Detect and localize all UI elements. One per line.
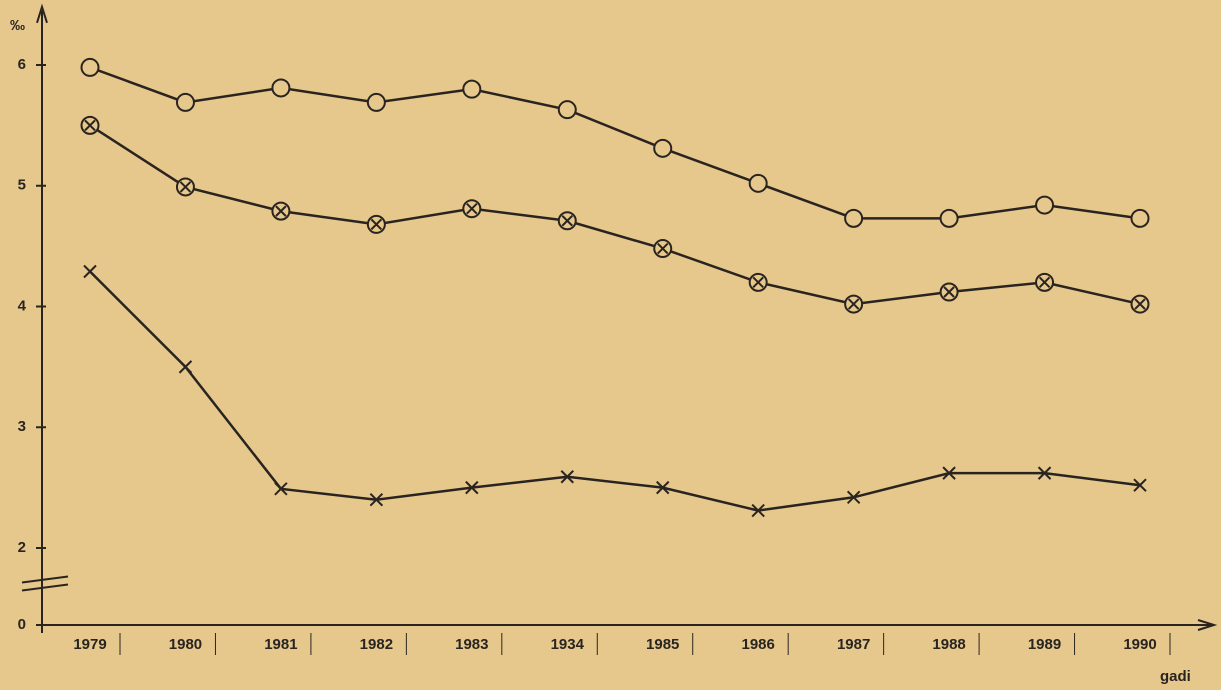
marker-circle-x	[653, 239, 673, 259]
x-tick-label: 1988	[932, 636, 965, 653]
marker-ring	[1130, 208, 1150, 228]
x-tick-label: 1980	[169, 636, 202, 653]
marker-cross	[370, 218, 383, 231]
marker-x	[178, 360, 193, 374]
marker-circle-x	[1035, 272, 1055, 292]
x-tick-label: 1989	[1028, 636, 1061, 653]
marker-circle-x	[175, 177, 195, 197]
marker-circle-x	[271, 201, 291, 221]
marker-cross	[275, 205, 287, 217]
y-tick-label: 5	[18, 177, 26, 194]
marker-circle-x	[80, 115, 100, 135]
marker-circle-x	[462, 199, 482, 219]
marker-x	[83, 264, 97, 279]
y-axis-label: ‰	[10, 17, 25, 34]
marker-x	[369, 492, 384, 507]
marker-cross	[1038, 276, 1051, 289]
marker-cross	[1134, 298, 1146, 310]
marker-circle	[271, 78, 291, 98]
marker-x	[751, 503, 765, 518]
marker-circle	[175, 92, 195, 112]
marker-cross	[84, 119, 96, 132]
marker-x	[465, 480, 479, 495]
marker-circle	[653, 138, 673, 158]
marker-circle-x	[1130, 294, 1150, 314]
marker-circle	[939, 208, 959, 228]
x-tick-label: 1982	[360, 636, 393, 653]
x-tick-label: 1990	[1123, 636, 1156, 653]
marker-circle	[1035, 195, 1055, 215]
marker-circle	[366, 92, 386, 112]
y-axis-arrow	[36, 3, 48, 24]
marker-ring	[557, 100, 577, 120]
x-tick-label: 1981	[264, 636, 297, 653]
x-axis-arrow	[1197, 619, 1218, 631]
x-tick-label: 1934	[551, 636, 585, 653]
marker-cross	[561, 215, 573, 227]
marker-cross	[466, 202, 478, 215]
marker-x	[656, 480, 670, 495]
marker-circle	[1130, 208, 1150, 228]
y-tick-label: 4	[18, 297, 27, 314]
marker-x	[1133, 478, 1147, 492]
marker-circle	[748, 173, 768, 193]
marker-circle-x	[939, 282, 959, 302]
x-tick-label: 1979	[73, 636, 106, 653]
marker-cross	[943, 286, 955, 298]
marker-x	[942, 466, 956, 480]
marker-circle-x	[366, 214, 386, 234]
x-tick-label: 1987	[837, 636, 870, 653]
marker-circle	[844, 208, 864, 228]
marker-ring	[748, 173, 768, 193]
marker-cross	[752, 276, 764, 289]
series-line	[89, 124, 1141, 306]
marker-ring	[80, 57, 100, 77]
axis-break	[21, 575, 69, 592]
marker-x	[560, 470, 574, 484]
marker-x	[1037, 466, 1052, 480]
marker-circle	[557, 100, 577, 120]
marker-cross	[179, 181, 192, 193]
x-tick-label: 1986	[741, 636, 774, 653]
marker-ring	[844, 208, 864, 228]
x-axis-label: gadi	[1160, 668, 1191, 685]
marker-circle	[462, 79, 482, 99]
x-tick-label: 1985	[646, 636, 679, 653]
marker-cross	[657, 242, 669, 255]
y-tick-label: 2	[18, 539, 26, 556]
marker-ring	[1035, 195, 1055, 215]
y-tick-label: 6	[18, 56, 26, 73]
marker-ring	[175, 92, 195, 112]
y-tick-label: 0	[18, 616, 26, 633]
marker-cross	[847, 298, 860, 310]
marker-x	[274, 482, 288, 496]
marker-circle-x	[844, 294, 864, 314]
marker-ring	[366, 92, 386, 112]
marker-x	[846, 490, 861, 504]
marker-circle-x	[748, 272, 768, 292]
y-tick-label: 3	[18, 418, 26, 435]
series-line	[89, 270, 1141, 512]
x-tick-label: 1983	[455, 636, 488, 653]
marker-ring	[939, 208, 959, 228]
series-line	[89, 66, 1141, 220]
marker-ring	[271, 78, 291, 98]
marker-ring	[462, 79, 482, 99]
marker-circle	[80, 57, 100, 77]
marker-circle-x	[557, 211, 577, 231]
marker-ring	[653, 138, 673, 158]
